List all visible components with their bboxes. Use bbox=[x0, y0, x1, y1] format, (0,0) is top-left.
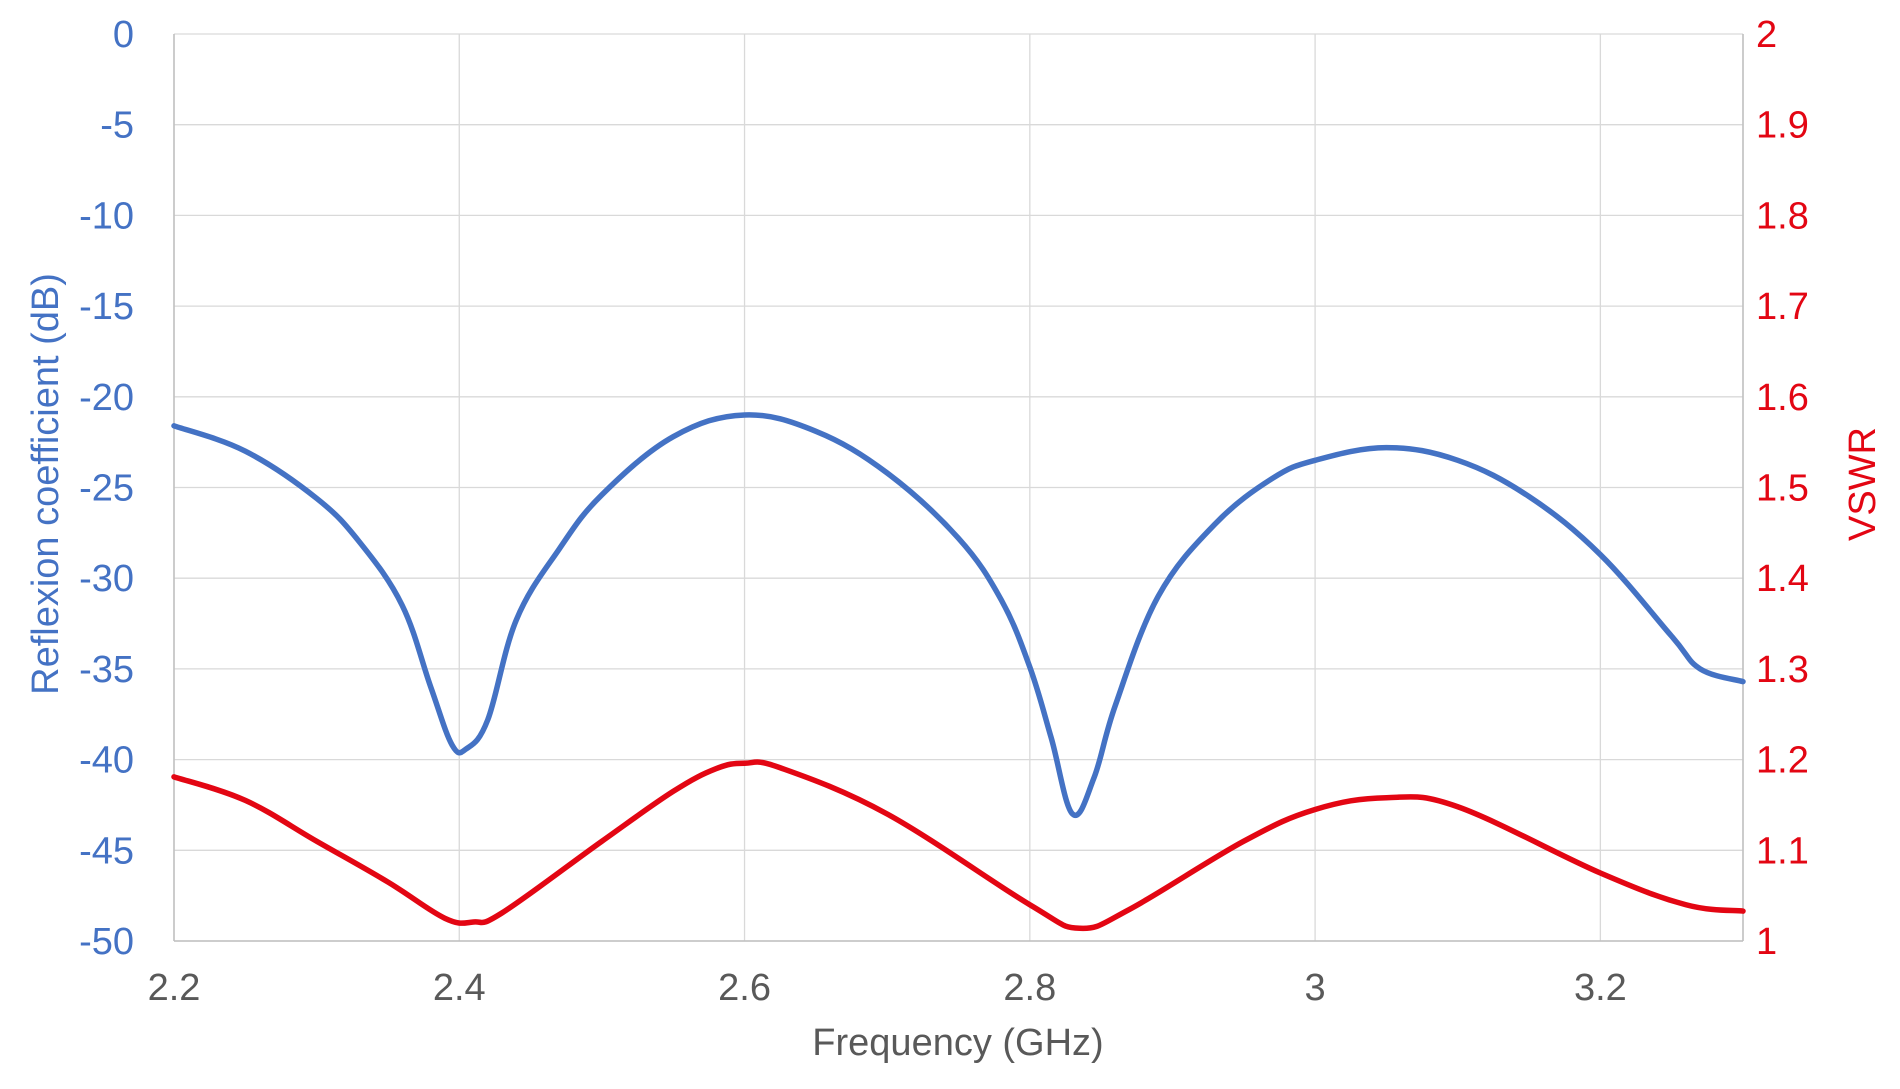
y-right-tick-label-4: 1.6 bbox=[1756, 377, 1809, 419]
y-right-tick-label-9: 1.1 bbox=[1756, 830, 1809, 872]
x-tick-label-4: 3 bbox=[1305, 967, 1326, 1009]
y-left-tick-label-2: -10 bbox=[79, 195, 134, 237]
y-right-tick-label-8: 1.2 bbox=[1756, 740, 1809, 782]
y-left-tick-label-6: -30 bbox=[79, 558, 134, 600]
y-right-tick-label-3: 1.7 bbox=[1756, 286, 1809, 328]
y-right-tick-label-6: 1.4 bbox=[1756, 558, 1809, 600]
y-right-axis-title: VSWR bbox=[1842, 427, 1884, 541]
axis-lines bbox=[173, 34, 1744, 942]
horizontal-gridlines bbox=[174, 33, 1743, 942]
y-right-tick-label-0: 2 bbox=[1756, 14, 1777, 56]
x-tick-label-2: 2.6 bbox=[718, 967, 771, 1009]
y-left-tick-label-8: -40 bbox=[79, 740, 134, 782]
x-tick-label-0: 2.2 bbox=[148, 967, 201, 1009]
y-left-tick-label-1: -5 bbox=[100, 105, 134, 147]
y-right-tick-label-2: 1.8 bbox=[1756, 195, 1809, 237]
reflexion-coefficient-series-line bbox=[171, 412, 1746, 819]
y-left-tick-label-3: -15 bbox=[79, 286, 134, 328]
y-right-tick-label-7: 1.3 bbox=[1756, 649, 1809, 691]
vswr-series-line bbox=[171, 759, 1746, 932]
y-left-tick-label-9: -45 bbox=[79, 830, 134, 872]
y-left-tick-label-7: -35 bbox=[79, 649, 134, 691]
y-left-axis-title: Reflexion coefficient (dB) bbox=[25, 273, 67, 695]
x-tick-labels: 2.2 2.4 2.6 2.8 3 3.2 bbox=[148, 967, 1627, 1009]
y-left-tick-labels: 0 -5 -10 -15 -20 -25 -30 -35 -40 -45 -50 bbox=[79, 14, 134, 963]
y-left-tick-label-10: -50 bbox=[79, 921, 134, 963]
x-axis-title: Frequency (GHz) bbox=[812, 1022, 1103, 1064]
series-layer bbox=[171, 412, 1746, 932]
y-left-tick-label-0: 0 bbox=[113, 14, 134, 56]
y-right-tick-label-10: 1 bbox=[1756, 921, 1777, 963]
y-left-tick-label-5: -25 bbox=[79, 468, 134, 510]
x-tick-label-3: 2.8 bbox=[1003, 967, 1056, 1009]
y-left-tick-label-4: -20 bbox=[79, 377, 134, 419]
y-right-tick-label-1: 1.9 bbox=[1756, 105, 1809, 147]
y-right-tick-label-5: 1.5 bbox=[1756, 468, 1809, 510]
x-tick-label-5: 3.2 bbox=[1574, 967, 1627, 1009]
y-right-tick-labels: 2 1.9 1.8 1.7 1.6 1.5 1.4 1.3 1.2 1.1 1 bbox=[1756, 14, 1809, 963]
x-tick-label-1: 2.4 bbox=[433, 967, 486, 1009]
